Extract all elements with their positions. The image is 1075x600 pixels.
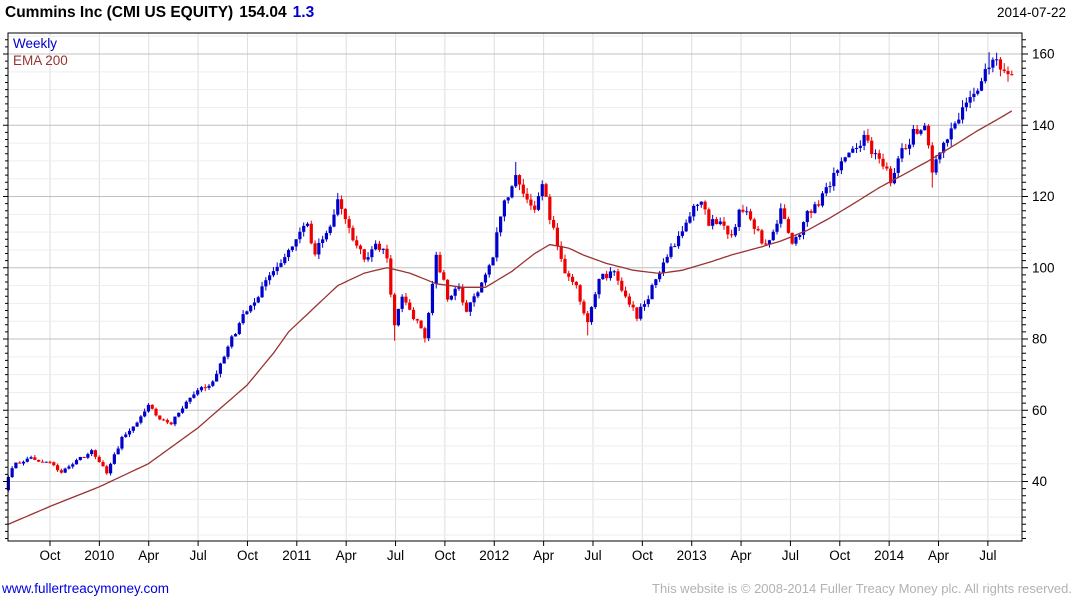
copyright-text: This website is © 2008-2014 Fuller Treac… xyxy=(652,581,1072,596)
svg-text:160: 160 xyxy=(1032,47,1055,62)
vertical-gridlines xyxy=(49,33,989,541)
svg-text:Jul: Jul xyxy=(782,548,799,563)
svg-text:Oct: Oct xyxy=(237,548,258,563)
major-gridlines xyxy=(8,53,1022,482)
svg-text:60: 60 xyxy=(1032,403,1047,418)
svg-text:100: 100 xyxy=(1032,260,1055,275)
svg-text:Apr: Apr xyxy=(928,548,950,563)
svg-text:Oct: Oct xyxy=(632,548,653,563)
chart-date: 2014-07-22 xyxy=(996,5,1066,20)
x-axis-labels: Oct 2010 Apr Jul Oct 2011 Apr Jul Oct 2012 Apr Jul O… xyxy=(39,548,996,563)
svg-text:2010: 2010 xyxy=(84,548,114,563)
minor-gridlines xyxy=(8,35,1022,536)
svg-text:140: 140 xyxy=(1032,118,1055,133)
last-price: 154.04 xyxy=(239,4,287,21)
legend-interval-label: Weekly xyxy=(13,36,58,51)
svg-text:Oct: Oct xyxy=(829,548,850,563)
svg-text:Apr: Apr xyxy=(336,548,358,563)
svg-text:Jul: Jul xyxy=(189,548,206,563)
svg-text:Jul: Jul xyxy=(387,548,404,563)
svg-text:120: 120 xyxy=(1032,189,1055,204)
net-change: 1.3 xyxy=(292,4,315,21)
svg-text:40: 40 xyxy=(1032,474,1047,489)
svg-text:2014: 2014 xyxy=(874,548,905,563)
candlestick-series xyxy=(6,52,1014,492)
axis-ticks xyxy=(3,39,1028,546)
svg-text:2011: 2011 xyxy=(282,548,311,563)
svg-text:Apr: Apr xyxy=(731,548,753,563)
svg-text:80: 80 xyxy=(1032,332,1047,347)
svg-text:Apr: Apr xyxy=(533,548,555,563)
legend-ema-label: EMA 200 xyxy=(13,53,68,68)
ema-line xyxy=(8,110,1013,525)
svg-text:Apr: Apr xyxy=(138,548,160,563)
svg-text:2012: 2012 xyxy=(479,548,509,563)
svg-text:Jul: Jul xyxy=(979,548,996,563)
page-title: Cummins Inc (CMI US EQUITY) 154.04 1.3 xyxy=(5,4,314,22)
svg-text:Jul: Jul xyxy=(584,548,601,563)
y-axis-labels: 40 60 80 100 120 140 160 xyxy=(1032,47,1055,490)
svg-text:Oct: Oct xyxy=(39,548,60,563)
plot-frame xyxy=(7,32,1023,542)
svg-text:2013: 2013 xyxy=(677,548,707,563)
chart-legend: Weekly EMA 200 xyxy=(13,35,68,69)
website-link[interactable]: www.fullertreacymoney.com xyxy=(2,581,170,596)
instrument-name: Cummins Inc (CMI US EQUITY) xyxy=(5,4,234,21)
svg-text:Oct: Oct xyxy=(434,548,455,563)
